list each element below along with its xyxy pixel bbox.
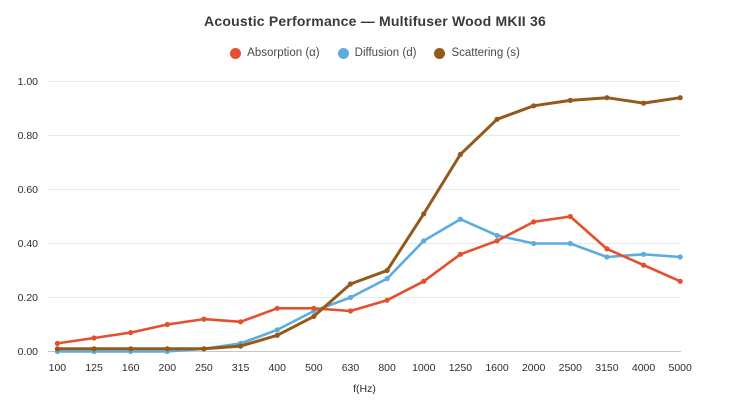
point-absorption-800[interactable]	[384, 297, 390, 303]
point-absorption-315[interactable]	[237, 319, 244, 325]
point-diffusion-3150[interactable]	[604, 254, 610, 260]
point-absorption-500[interactable]	[311, 305, 317, 311]
line-scattering	[55, 96, 682, 351]
point-scattering-160[interactable]	[128, 346, 134, 352]
legend-dot-absorption-icon	[230, 47, 242, 59]
x-tick-label: 315	[232, 362, 250, 374]
point-scattering-315[interactable]	[237, 343, 244, 349]
point-absorption-630[interactable]	[347, 308, 354, 314]
legend-label-diffusion: Diffusion (d)	[354, 47, 417, 59]
x-tick-label: 1250	[449, 362, 473, 374]
legend-item-absorption[interactable]: Absorption (α)	[230, 47, 320, 59]
x-tick-label: 125	[85, 362, 103, 374]
point-scattering-4000[interactable]	[640, 100, 647, 106]
point-diffusion-630[interactable]	[347, 294, 354, 301]
point-scattering-3150[interactable]	[604, 95, 610, 101]
point-absorption-4000[interactable]	[640, 262, 647, 268]
legend-label-scattering: Scattering (s)	[451, 47, 520, 59]
point-absorption-3150[interactable]	[604, 246, 610, 252]
chart-plot-area: 1.00 0.80 0.60 0.40 0.20 0.00 100 125 160 200 250 3…	[18, 76, 693, 395]
x-tick-label: 500	[305, 362, 323, 374]
point-diffusion-2500[interactable]	[567, 240, 573, 247]
point-diffusion-1600[interactable]	[494, 232, 500, 238]
point-scattering-400[interactable]	[274, 332, 280, 338]
line-absorption	[56, 215, 682, 345]
x-tick-label: 200	[159, 362, 177, 374]
point-scattering-125[interactable]	[91, 346, 97, 352]
line-diffusion	[56, 217, 682, 353]
x-tick-label: 250	[195, 362, 213, 374]
point-diffusion-800[interactable]	[384, 276, 390, 282]
point-scattering-800[interactable]	[384, 267, 390, 274]
point-diffusion-5000[interactable]	[677, 254, 683, 260]
point-diffusion-1250[interactable]	[457, 216, 463, 222]
point-absorption-200[interactable]	[164, 321, 170, 328]
x-tick-label: 4000	[632, 362, 656, 374]
point-diffusion-2000[interactable]	[531, 240, 537, 247]
y-tick-label: 1.00	[18, 76, 39, 88]
point-scattering-5000[interactable]	[677, 95, 683, 101]
legend-dot-diffusion-icon	[337, 47, 349, 59]
point-absorption-5000[interactable]	[677, 278, 683, 284]
legend-label-absorption: Absorption (α)	[247, 47, 320, 59]
point-absorption-1600[interactable]	[494, 238, 500, 244]
point-scattering-2500[interactable]	[567, 97, 573, 103]
y-tick-label: 0.00	[18, 346, 39, 358]
point-diffusion-1000[interactable]	[421, 238, 427, 244]
point-scattering-2000[interactable]	[531, 103, 537, 109]
point-scattering-250[interactable]	[201, 346, 207, 352]
point-absorption-400[interactable]	[274, 305, 280, 311]
legend-item-diffusion[interactable]: Diffusion (d)	[337, 47, 417, 59]
point-scattering-630[interactable]	[347, 281, 354, 287]
point-scattering-100[interactable]	[54, 346, 61, 352]
x-tick-label: 800	[378, 362, 396, 374]
x-tick-label: 1600	[485, 362, 509, 374]
legend-dot-scattering-icon	[434, 47, 446, 59]
x-tick-label: 160	[122, 362, 140, 374]
point-absorption-100[interactable]	[54, 340, 61, 346]
x-tick-label: 400	[268, 362, 286, 374]
x-tick-label: 3150	[595, 362, 619, 374]
chart-title: Acoustic Performance — Multifuser Wood M…	[204, 13, 546, 29]
point-scattering-500[interactable]	[311, 313, 317, 319]
x-tick-label: 2000	[522, 362, 546, 374]
legend-item-scattering[interactable]: Scattering (s)	[434, 47, 520, 59]
point-absorption-250[interactable]	[201, 316, 207, 322]
y-tick-label: 0.20	[18, 292, 39, 304]
point-diffusion-400[interactable]	[274, 327, 280, 333]
chart-legend: Absorption (α) Diffusion (d) Scattering …	[0, 47, 750, 59]
point-scattering-1000[interactable]	[421, 211, 427, 217]
x-axis-title: f(Hz)	[353, 383, 376, 395]
point-scattering-1600[interactable]	[494, 116, 500, 122]
y-tick-label: 0.80	[18, 130, 39, 142]
x-tick-label: 1000	[412, 362, 436, 374]
point-absorption-125[interactable]	[91, 335, 97, 341]
point-absorption-2500[interactable]	[567, 213, 573, 220]
point-diffusion-4000[interactable]	[640, 251, 647, 257]
point-absorption-1000[interactable]	[421, 278, 427, 284]
x-tick-label: 630	[342, 362, 360, 374]
point-absorption-1250[interactable]	[457, 251, 463, 257]
x-tick-label: 100	[49, 362, 67, 374]
point-absorption-2000[interactable]	[531, 219, 537, 225]
x-tick-label: 2500	[559, 362, 583, 374]
point-scattering-1250[interactable]	[457, 151, 463, 157]
y-tick-label: 0.40	[18, 238, 39, 250]
point-scattering-200[interactable]	[164, 346, 170, 352]
x-tick-label: 5000	[669, 362, 693, 374]
point-absorption-160[interactable]	[128, 330, 134, 336]
y-tick-label: 0.60	[18, 184, 39, 196]
